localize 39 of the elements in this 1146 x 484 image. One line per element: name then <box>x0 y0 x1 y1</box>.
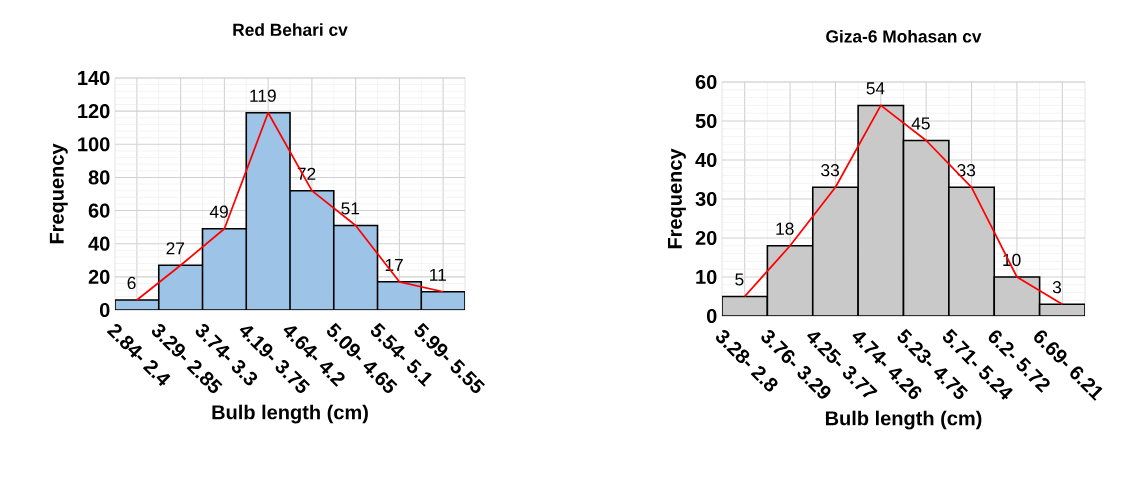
y-tick-label: 0 <box>99 302 110 318</box>
y-tick-label: 50 <box>695 113 717 129</box>
data-label: 11 <box>430 268 446 281</box>
y-tick-label: 120 <box>78 104 110 119</box>
x-axis-title: Bulb length (cm) <box>825 410 982 430</box>
data-label: 54 <box>866 82 885 95</box>
bar <box>290 190 334 310</box>
data-label: 45 <box>911 117 930 130</box>
y-tick-label: 140 <box>78 70 110 86</box>
y-tick-label: 20 <box>88 269 110 284</box>
line-series <box>136 111 444 301</box>
data-label: 49 <box>209 205 228 218</box>
y-tick-label: 60 <box>88 203 110 218</box>
data-label: 18 <box>776 222 794 235</box>
data-label: 3 <box>1052 281 1062 294</box>
y-tick-label: 40 <box>695 152 717 168</box>
data-label: 119 <box>250 89 276 102</box>
y-axis-title: Frequency <box>667 148 686 249</box>
bar <box>246 112 291 310</box>
chart-title: Giza-6 Mohasan cv <box>826 29 982 43</box>
y-tick-label: 20 <box>695 230 717 246</box>
y-tick-label: 60 <box>695 74 717 90</box>
data-label: 5 <box>735 273 744 286</box>
y-tick-label: 0 <box>706 308 717 324</box>
line-series <box>743 104 1064 306</box>
data-label: 33 <box>957 164 976 177</box>
y-tick-label: 80 <box>88 170 110 185</box>
data-label: 33 <box>821 164 839 177</box>
x-axis-title: Bulb length (cm) <box>212 404 368 424</box>
y-tick-label: 100 <box>78 137 110 152</box>
data-label: 27 <box>166 242 185 255</box>
data-label: 17 <box>385 258 403 271</box>
y-axis-title: Frequency <box>49 143 68 244</box>
y-tick-label: 10 <box>696 269 717 285</box>
data-label: 6 <box>127 276 136 290</box>
y-tick-label: 40 <box>88 236 110 251</box>
data-label: 51 <box>341 202 360 215</box>
chart-title: Red Behari cv <box>233 23 348 36</box>
y-tick-label: 30 <box>695 191 717 207</box>
